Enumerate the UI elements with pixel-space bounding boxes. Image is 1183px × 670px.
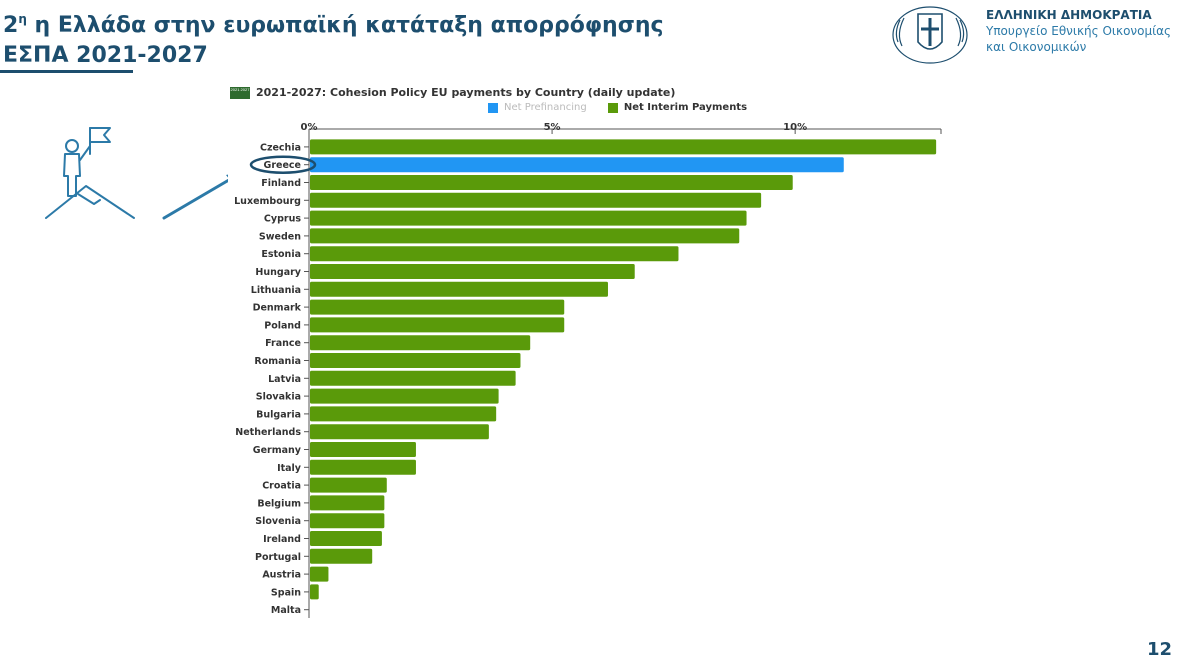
y-label-croatia: Croatia [262,481,301,492]
y-label-greece: Greece [264,160,301,171]
y-label-austria: Austria [262,570,301,581]
y-label-lithuania: Lithuania [251,285,301,296]
bar-czechia[interactable] [310,139,937,155]
y-label-hungary: Hungary [255,267,301,278]
y-label-estonia: Estonia [261,249,301,260]
chart-legend: Net Prefinancing Net Interim Payments [488,102,765,116]
y-label-slovakia: Slovakia [256,392,301,403]
legend-swatch-prefinancing [488,102,498,113]
page-number: 12 [1146,639,1172,660]
bar-romania[interactable] [310,353,521,368]
bar-croatia[interactable] [310,477,387,493]
x-tick-label: 10% [783,122,807,133]
ministry-line2: και Οικονομικών [986,40,1087,54]
y-label-finland: Finland [261,178,301,189]
bar-netherlands[interactable] [310,424,489,440]
bar-slovenia[interactable] [310,513,385,529]
slide-title: 2η η Ελλάδα στην ευρωπαϊκή κατάταξη απορ… [3,4,664,71]
legend-label-prefinancing: Net Prefinancing [504,102,587,113]
y-label-romania: Romania [254,356,301,367]
chart-title: 2021-2027: Cohesion Policy EU payments b… [256,86,676,99]
bar-italy[interactable] [310,459,416,475]
y-label-denmark: Denmark [253,303,302,314]
y-label-cyprus: Cyprus [264,214,301,225]
y-label-germany: Germany [253,445,302,456]
bar-spain[interactable] [310,584,319,600]
y-label-italy: Italy [277,463,302,474]
y-label-france: France [265,338,301,349]
bar-estonia[interactable] [310,246,679,262]
legend-swatch-interim [607,102,618,113]
y-label-latvia: Latvia [268,374,301,385]
bar-sweden[interactable] [310,228,740,244]
bar-latvia[interactable] [310,370,516,386]
bar-lithuania[interactable] [310,281,608,297]
bar-hungary[interactable] [310,264,635,279]
ministry-line1: Υπουργείο Εθνικής Οικονομίας [986,24,1172,38]
x-tick-label: 5% [544,122,561,133]
bar-germany[interactable] [310,442,416,457]
summit-flag-icon [45,127,135,219]
y-label-malta: Malta [271,605,301,616]
y-label-poland: Poland [264,320,301,331]
bar-poland[interactable] [310,317,565,333]
bar-france[interactable] [310,335,531,351]
highlight-ellipse [249,155,317,174]
y-label-bulgaria: Bulgaria [256,409,301,420]
legend-item-prefinancing[interactable]: Net Prefinancing [488,102,587,113]
y-label-belgium: Belgium [257,498,301,509]
republic-label: ΕΛΛΗΝΙΚΗ ΔΗΜΟΚΡΑΤΙΑ [986,8,1152,22]
bar-denmark[interactable] [310,299,565,315]
bar-luxembourg[interactable] [310,192,762,208]
slide-title-line2: ΕΣΠΑ 2021-2027 [3,43,208,68]
greek-coat-of-arms-icon [892,6,968,64]
y-label-luxembourg: Luxembourg [234,196,301,207]
legend-item-interim[interactable]: Net Interim Payments [607,102,748,113]
bar-cyprus[interactable] [310,210,747,226]
bar-chart: 0% 5% 10% Czechia Greece Finland Luxembourg Cyp… [234,122,942,618]
bar-slovakia[interactable] [310,388,499,404]
y-label-ireland: Ireland [263,534,301,545]
slide-title-line1: 2η η Ελλάδα στην ευρωπαϊκή κατάταξη απορ… [3,12,664,38]
bar-belgium[interactable] [310,495,385,511]
bar-ireland[interactable] [310,531,382,546]
y-label-czechia: Czechia [260,142,301,153]
y-label-spain: Spain [271,587,301,598]
y-label-portugal: Portugal [255,552,301,563]
bar-finland[interactable] [310,175,793,190]
y-label-netherlands: Netherlands [235,427,301,438]
bar-bulgaria[interactable] [310,406,497,422]
ministry-block: ΕΛΛΗΝΙΚΗ ΔΗΜΟΚΡΑΤΙΑ Υπουργείο Εθνικής Οι… [986,7,1171,55]
y-label-sweden: Sweden [259,231,301,242]
bar-greece[interactable] [310,157,844,173]
legend-label-interim: Net Interim Payments [623,102,748,113]
bar-portugal[interactable] [310,548,373,564]
title-underline [0,70,133,73]
chart-panel: 2021 2027 2021-2027: Cohesion Policy EU … [228,85,950,618]
chart-badge: 2021 2027 [230,87,250,99]
bar-austria[interactable] [310,566,329,582]
x-tick-label: 0% [301,122,318,133]
y-label-slovenia: Slovenia [255,516,301,527]
